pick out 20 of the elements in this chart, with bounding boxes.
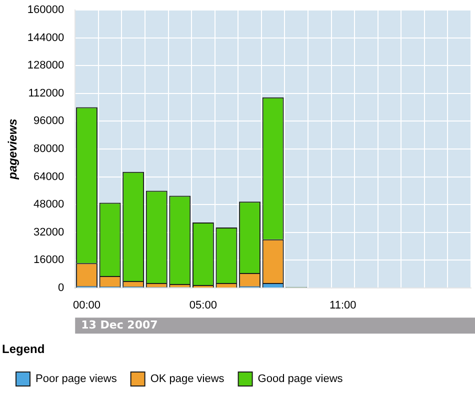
y-tick-label: 32000 [34, 226, 64, 238]
legend-label: Poor page views [36, 373, 118, 386]
legend-label: OK page views [150, 373, 225, 386]
y-tick-label: 48000 [34, 198, 64, 211]
y-tick-label: 112000 [28, 87, 64, 100]
y-tick-label: 96000 [34, 115, 64, 128]
y-tick-label: 64000 [34, 170, 64, 183]
y-tick-label: 128000 [27, 60, 64, 72]
y-tick-label: 16000 [34, 254, 64, 266]
text: 13 Dec 2007 [81, 318, 158, 332]
y-tick-label: 160000 [27, 4, 64, 16]
y-tick-label: 0 [58, 282, 64, 294]
x-tick-label: 05:00 [189, 300, 217, 312]
legend-title: Legend [2, 342, 45, 356]
legend-label: Good page views [258, 373, 344, 386]
x-tick-label: 11:00 [330, 300, 356, 312]
x-tick-label: 00:00 [72, 300, 101, 312]
y-axis-title: pageviews [6, 118, 20, 180]
y-tick-label: 144000 [27, 32, 64, 44]
y-tick-label: 80000 [34, 143, 64, 156]
